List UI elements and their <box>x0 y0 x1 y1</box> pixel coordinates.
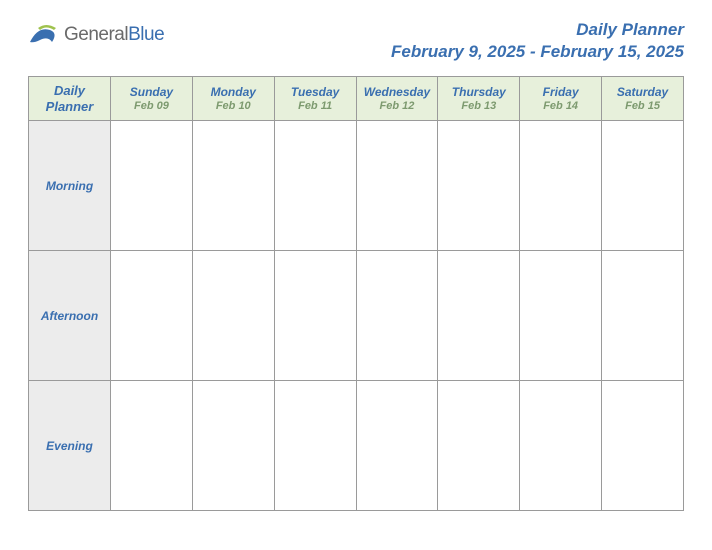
day-name: Saturday <box>602 85 683 99</box>
period-label: Morning <box>29 121 111 251</box>
planner-cell[interactable] <box>602 121 684 251</box>
planner-cell[interactable] <box>356 121 438 251</box>
logo-text-part2: Blue <box>128 24 164 45</box>
day-date: Feb 12 <box>357 100 438 112</box>
header-row: Daily Planner Sunday Feb 09 Monday Feb 1… <box>29 77 684 121</box>
planner-cell[interactable] <box>111 121 193 251</box>
planner-cell[interactable] <box>438 251 520 381</box>
planner-cell[interactable] <box>111 381 193 511</box>
page-title: Daily Planner <box>391 20 684 40</box>
logo-swoosh-icon <box>28 20 62 50</box>
day-name: Wednesday <box>357 85 438 99</box>
planner-cell[interactable] <box>192 251 274 381</box>
day-date: Feb 09 <box>111 100 192 112</box>
date-range: February 9, 2025 - February 15, 2025 <box>391 42 684 62</box>
corner-cell: Daily Planner <box>29 77 111 121</box>
period-label: Evening <box>29 381 111 511</box>
day-date: Feb 11 <box>275 100 356 112</box>
day-header: Tuesday Feb 11 <box>274 77 356 121</box>
planner-cell[interactable] <box>438 121 520 251</box>
day-name: Sunday <box>111 85 192 99</box>
day-date: Feb 14 <box>520 100 601 112</box>
planner-cell[interactable] <box>356 381 438 511</box>
day-header: Friday Feb 14 <box>520 77 602 121</box>
day-name: Friday <box>520 85 601 99</box>
planner-cell[interactable] <box>602 251 684 381</box>
table-row: Evening <box>29 381 684 511</box>
title-block: Daily Planner February 9, 2025 - Februar… <box>391 20 684 62</box>
day-date: Feb 10 <box>193 100 274 112</box>
period-label: Afternoon <box>29 251 111 381</box>
day-header: Monday Feb 10 <box>192 77 274 121</box>
day-name: Thursday <box>438 85 519 99</box>
planner-cell[interactable] <box>520 251 602 381</box>
day-date: Feb 13 <box>438 100 519 112</box>
planner-cell[interactable] <box>111 251 193 381</box>
day-name: Tuesday <box>275 85 356 99</box>
logo: GeneralBlue <box>28 20 164 50</box>
day-header: Saturday Feb 15 <box>602 77 684 121</box>
planner-cell[interactable] <box>520 381 602 511</box>
corner-line1: Daily <box>29 83 110 99</box>
planner-cell[interactable] <box>274 381 356 511</box>
planner-cell[interactable] <box>438 381 520 511</box>
logo-text: GeneralBlue <box>64 24 164 46</box>
day-header: Sunday Feb 09 <box>111 77 193 121</box>
planner-cell[interactable] <box>602 381 684 511</box>
day-name: Monday <box>193 85 274 99</box>
planner-cell[interactable] <box>192 121 274 251</box>
planner-cell[interactable] <box>520 121 602 251</box>
planner-cell[interactable] <box>192 381 274 511</box>
day-date: Feb 15 <box>602 100 683 112</box>
planner-cell[interactable] <box>356 251 438 381</box>
planner-table: Daily Planner Sunday Feb 09 Monday Feb 1… <box>28 76 684 511</box>
corner-line2: Planner <box>29 99 110 115</box>
planner-cell[interactable] <box>274 251 356 381</box>
header: GeneralBlue Daily Planner February 9, 20… <box>28 20 684 62</box>
day-header: Wednesday Feb 12 <box>356 77 438 121</box>
planner-cell[interactable] <box>274 121 356 251</box>
table-row: Morning <box>29 121 684 251</box>
logo-text-part1: General <box>64 24 128 45</box>
day-header: Thursday Feb 13 <box>438 77 520 121</box>
table-row: Afternoon <box>29 251 684 381</box>
